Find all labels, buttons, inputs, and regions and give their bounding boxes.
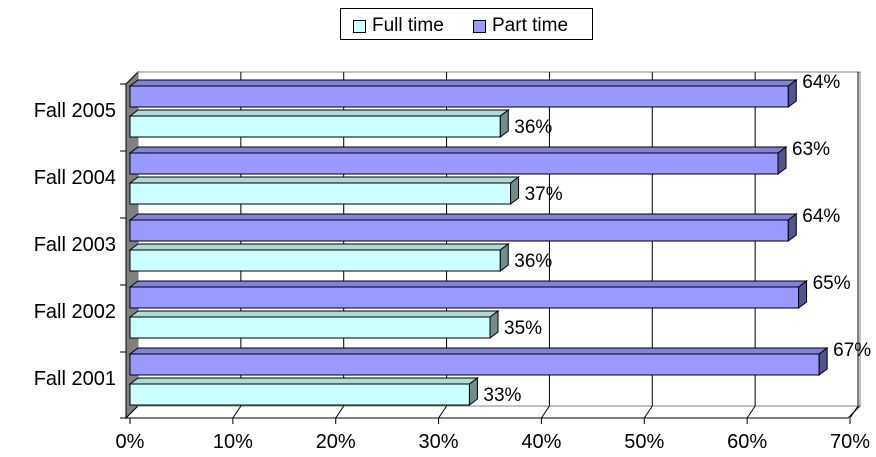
bar-side-face bbox=[777, 146, 787, 175]
x-tick-label: 50% bbox=[624, 431, 664, 453]
bar-top-face bbox=[128, 213, 798, 221]
bar-top-face bbox=[128, 243, 510, 251]
legend-item-part-time: Part time bbox=[473, 15, 568, 37]
bar-full-time bbox=[129, 115, 501, 138]
x-tick-label: 30% bbox=[419, 431, 459, 453]
x-tick-label: 20% bbox=[316, 431, 356, 453]
bar-side-face bbox=[468, 377, 478, 406]
data-label: 33% bbox=[483, 385, 521, 406]
bar-side-face bbox=[499, 243, 509, 272]
x-tick-label: 60% bbox=[727, 431, 767, 453]
bar-top-face bbox=[128, 280, 809, 288]
category-label: Fall 2002 bbox=[34, 301, 116, 323]
x-tick-label: 40% bbox=[521, 431, 561, 453]
x-axis-ticks: 0% 10% 20% 30% 40% 50% 60% 70% bbox=[116, 418, 870, 453]
legend-swatch-part-time bbox=[473, 19, 486, 33]
bar-part-time bbox=[129, 85, 789, 108]
data-label: 36% bbox=[514, 251, 552, 272]
data-label: 64% bbox=[802, 206, 840, 227]
bar-full-time bbox=[129, 182, 512, 205]
bar-side-face bbox=[818, 347, 828, 376]
category-label: Fall 2005 bbox=[34, 100, 116, 122]
bar-part-time bbox=[129, 152, 779, 175]
category-label: Fall 2003 bbox=[34, 234, 116, 256]
data-label: 63% bbox=[792, 139, 830, 160]
bar-top-face bbox=[128, 310, 500, 318]
legend-swatch-full-time bbox=[353, 19, 366, 33]
bar-side-face bbox=[787, 79, 797, 108]
category-labels: Fall 2005 Fall 2004 Fall 2003 Fall 2002 Fall… bbox=[34, 83, 126, 419]
bar-top-face bbox=[128, 79, 798, 87]
bar-side-face bbox=[499, 109, 509, 138]
category-label: Fall 2001 bbox=[34, 368, 116, 390]
data-label: 67% bbox=[833, 340, 871, 361]
legend-item-full-time: Full time bbox=[353, 15, 444, 37]
bar-part-time bbox=[129, 286, 800, 309]
legend-label-part-time: Part time bbox=[492, 15, 569, 36]
bar-part-time bbox=[129, 219, 789, 242]
floor-gridline bbox=[232, 405, 242, 419]
bar-side-face bbox=[510, 175, 520, 206]
bar-part-time bbox=[129, 353, 820, 376]
bar-top-face bbox=[128, 109, 510, 117]
bar-top-face bbox=[128, 347, 829, 355]
x-tick-label: 0% bbox=[116, 431, 145, 453]
category-label: Fall 2004 bbox=[34, 167, 116, 189]
bars bbox=[128, 79, 829, 406]
floor-gridline bbox=[335, 405, 345, 419]
floor-gridline bbox=[541, 405, 550, 419]
bar-top-face bbox=[128, 176, 521, 184]
floor-gridline bbox=[849, 405, 859, 419]
floor-gridline bbox=[746, 405, 756, 419]
bar-top-face bbox=[128, 146, 788, 154]
legend: Full time Part time bbox=[340, 8, 593, 40]
data-label: 35% bbox=[504, 318, 542, 339]
bar-full-time bbox=[129, 383, 470, 406]
floor-gridline bbox=[643, 405, 653, 419]
data-label: 36% bbox=[514, 117, 552, 138]
bar-side-face bbox=[798, 280, 808, 309]
bar-side-face bbox=[489, 310, 499, 339]
bar-full-time bbox=[129, 316, 491, 339]
legend-label-full-time: Full time bbox=[372, 15, 444, 36]
floor-gridline bbox=[438, 405, 447, 419]
x-tick-label: 10% bbox=[213, 431, 253, 453]
data-label: 64% bbox=[802, 72, 840, 93]
bar-full-time bbox=[129, 249, 501, 272]
data-label: 65% bbox=[813, 273, 851, 294]
data-label: 37% bbox=[525, 184, 563, 205]
chart-floor bbox=[124, 405, 862, 419]
x-tick-label: 70% bbox=[830, 431, 870, 453]
data-labels: 64% 36% 63% 37% 64% 36% 65% 35% 67% 33% bbox=[483, 72, 871, 406]
bar-top-face bbox=[128, 377, 479, 385]
bar-side-face bbox=[787, 213, 797, 242]
